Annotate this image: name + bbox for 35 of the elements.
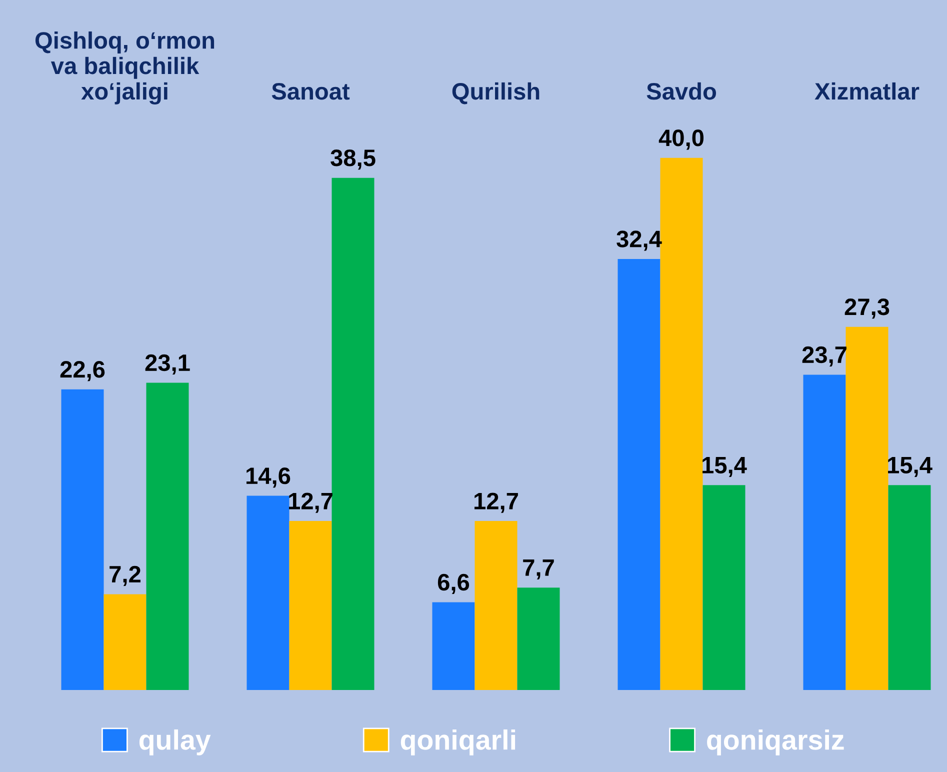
data-label: 7,2	[110, 566, 140, 586]
bar	[846, 326, 888, 690]
bar	[888, 485, 931, 690]
data-label: 7,7	[523, 559, 554, 580]
bar	[104, 594, 146, 690]
bar	[332, 178, 374, 690]
data-label: 6,6	[438, 574, 470, 594]
legend-label: qulay	[139, 729, 211, 756]
x-tick-label: Savdo	[646, 82, 716, 100]
x-tick-label: Xizmatlar	[814, 82, 920, 100]
bar	[146, 382, 189, 690]
bar	[432, 602, 475, 690]
bar	[702, 485, 746, 690]
data-label: 22,6	[60, 361, 105, 382]
data-label: 27,3	[844, 298, 890, 319]
data-label: 38,5	[330, 150, 376, 170]
bar	[618, 258, 660, 690]
data-label: 15,4	[702, 457, 747, 477]
data-label: 14,6	[246, 467, 290, 488]
bar	[289, 521, 332, 690]
x-tick-label: Qishloq, o‘rmon va baliqchilik xo‘jaligi	[35, 31, 214, 104]
x-tick-label: Qurilish	[452, 82, 540, 104]
bar	[61, 389, 104, 690]
data-label: 12,7	[474, 492, 518, 513]
bar	[474, 521, 518, 690]
bar	[246, 496, 290, 690]
bar	[517, 588, 560, 690]
data-label: 40,0	[658, 130, 704, 150]
legend-label: qoniqarli	[400, 729, 516, 756]
x-tick-label: Sanoat	[272, 83, 350, 100]
bar	[803, 374, 846, 690]
data-label: 15,4	[888, 457, 932, 477]
data-label: 23,1	[145, 354, 190, 375]
bar	[660, 158, 703, 690]
legend-label: qoniqarsiz	[707, 729, 844, 756]
